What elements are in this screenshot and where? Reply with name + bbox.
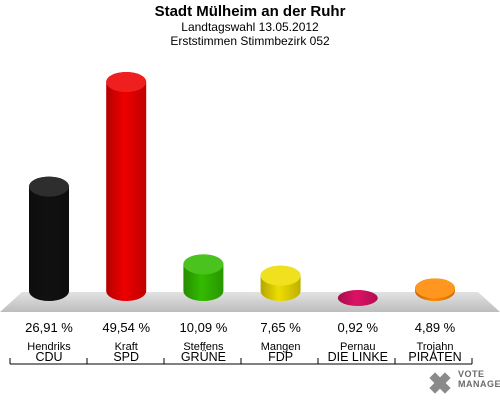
chart-title: Stadt Mülheim an der Ruhr [154, 3, 346, 20]
bar-cdu [29, 176, 69, 301]
logo-line-manager: MANAGER [458, 379, 500, 389]
value-label: 0,92 % [338, 320, 379, 335]
value-label: 49,54 % [102, 320, 150, 335]
vote-manager-logo-icon [429, 372, 451, 394]
value-label: 26,91 % [25, 320, 73, 335]
value-label: 4,89 % [415, 320, 456, 335]
party-label: FDP [268, 350, 293, 364]
candidate-label: Pernau [340, 341, 375, 353]
candidate-label: Trojahn [417, 341, 454, 353]
bar-top-3 [260, 265, 301, 286]
value-label: 10,09 % [180, 320, 228, 335]
candidate-label: Mangen [261, 341, 301, 353]
chart-header: Stadt Mülheim an der Ruhr Landtagswahl 1… [0, 0, 500, 48]
party-label: CDU [35, 350, 62, 364]
bar-top-2 [183, 254, 224, 275]
chart-subtitle-election: Landtagswahl 13.05.2012 [181, 20, 319, 34]
chart-subtitle-district: Erststimmen Stimmbezirk 052 [170, 34, 330, 48]
party-label: DIE LINKE [328, 350, 388, 364]
party-label: PIRATEN [408, 350, 461, 364]
candidate-label: Hendriks [27, 341, 71, 353]
logo-line-vote: VOTE [458, 369, 485, 379]
bar-top-5 [415, 278, 455, 299]
value-label: 7,65 % [260, 320, 301, 335]
bar-top-0 [29, 176, 69, 197]
party-label: SPD [113, 350, 139, 364]
bar-top-1 [106, 72, 147, 92]
vote-manager-logo-text: VOTE MANAGER [458, 369, 500, 389]
candidate-label: Kraft [115, 341, 138, 353]
candidate-label: Steffens [183, 341, 224, 353]
party-label: GRÜNE [181, 350, 226, 364]
bar-die-linke [337, 290, 378, 306]
bar-spd [106, 72, 147, 301]
